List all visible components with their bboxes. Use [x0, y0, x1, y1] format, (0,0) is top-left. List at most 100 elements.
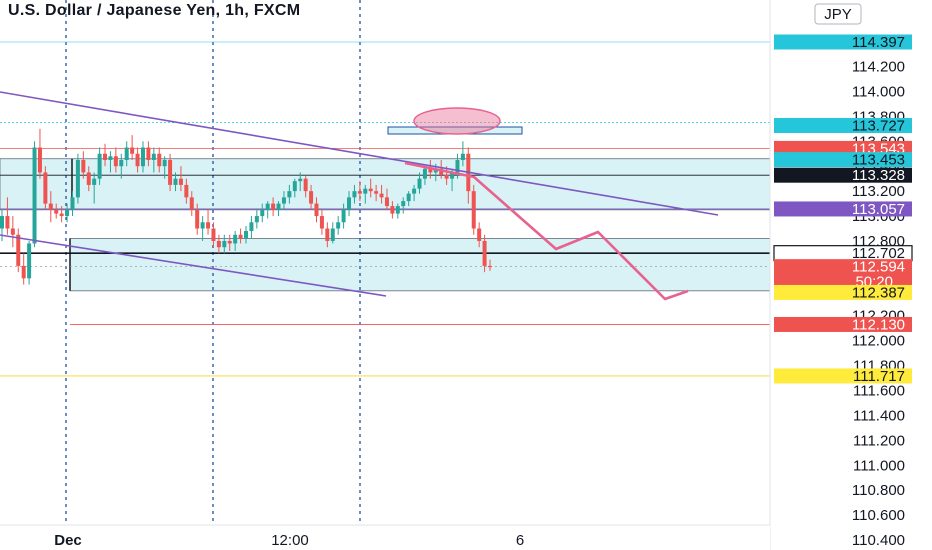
- candle-body: [395, 206, 400, 214]
- price-tag-bg: [774, 259, 912, 290]
- candle-body: [5, 216, 10, 229]
- price-tag: 113.328: [774, 167, 912, 184]
- candle: [200, 216, 205, 241]
- currency-button-label[interactable]: JPY: [824, 6, 852, 23]
- top-highlight-ellipse: [413, 107, 501, 135]
- candle: [124, 141, 129, 167]
- candle-body: [124, 147, 129, 160]
- candle: [401, 197, 406, 214]
- candle: [222, 234, 227, 254]
- price-tag-label: 112.130: [852, 316, 905, 333]
- candle-body: [444, 174, 449, 179]
- candle-body: [16, 234, 21, 266]
- candle: [482, 234, 487, 273]
- price-tick-label: 111.200: [853, 432, 905, 449]
- candle: [341, 203, 346, 229]
- price-tag-label: 114.397: [852, 34, 905, 51]
- candle: [314, 197, 319, 223]
- candle-body: [390, 206, 395, 214]
- candle: [287, 184, 292, 204]
- candle: [135, 147, 140, 173]
- candle-body: [281, 197, 286, 204]
- candle-body: [32, 147, 37, 244]
- currency-button-bg[interactable]: [814, 3, 862, 25]
- currency-button[interactable]: JPY: [814, 3, 862, 25]
- candle-body: [140, 147, 145, 167]
- candle: [108, 151, 113, 173]
- candle-body: [287, 191, 292, 198]
- price-tag-bg: [774, 368, 912, 384]
- candle: [330, 222, 335, 244]
- candle-body: [303, 178, 308, 192]
- price-tick-label: 111.400: [853, 407, 905, 424]
- candle: [48, 191, 53, 223]
- candle-body: [27, 243, 32, 279]
- candle-body: [422, 168, 427, 179]
- time-tick-label: 6: [516, 532, 524, 549]
- candle: [309, 184, 314, 210]
- candle: [168, 153, 173, 192]
- candle-body: [119, 159, 124, 167]
- candle-body: [216, 240, 221, 248]
- candle-body: [168, 159, 173, 185]
- candle-body: [173, 178, 178, 185]
- price-tag-bg: [774, 117, 912, 133]
- candle-body: [238, 234, 243, 239]
- price-tag: 112.387: [774, 284, 912, 301]
- candle: [352, 184, 357, 204]
- candle-body: [254, 216, 259, 223]
- candle-body: [178, 178, 183, 185]
- candle-body: [482, 240, 487, 266]
- candle-body: [309, 191, 314, 204]
- candle: [32, 141, 37, 248]
- price-tick-label: 110.600: [852, 507, 905, 524]
- price-tick-label: 110.400: [852, 532, 905, 549]
- candle: [347, 191, 352, 217]
- candle: [238, 228, 243, 244]
- candle: [81, 151, 86, 179]
- candle: [113, 147, 118, 173]
- candle-body: [184, 184, 189, 198]
- candle: [75, 153, 80, 204]
- candle-body: [37, 147, 42, 173]
- candle-body: [249, 222, 254, 232]
- price-tag-bg: [774, 284, 912, 300]
- candle: [184, 178, 189, 204]
- candle-body: [157, 153, 162, 167]
- candle: [422, 166, 427, 185]
- candle: [384, 188, 389, 210]
- candle-body: [460, 153, 465, 160]
- candle-body: [276, 203, 281, 210]
- candle: [92, 172, 97, 204]
- candle: [260, 203, 265, 223]
- candle-body: [336, 222, 341, 229]
- candle: [86, 166, 91, 192]
- candle-body: [330, 228, 335, 241]
- candle: [16, 228, 21, 273]
- candle-body: [146, 147, 151, 160]
- candle-body: [151, 153, 156, 160]
- candle-body: [48, 203, 53, 210]
- candle: [395, 203, 400, 219]
- candle: [27, 240, 32, 285]
- price-tick-label: 111.600: [853, 383, 905, 400]
- candle-body: [352, 191, 357, 198]
- candle: [162, 156, 167, 179]
- candle-body: [363, 188, 368, 194]
- candle-body: [379, 193, 384, 198]
- candle-body: [206, 222, 211, 229]
- candle-body: [200, 222, 205, 229]
- candle: [157, 147, 162, 173]
- candle: [146, 141, 151, 167]
- lower_zone: [69, 238, 771, 292]
- candle-body: [0, 216, 4, 229]
- candle: [151, 147, 156, 173]
- candle: [103, 143, 108, 167]
- candle-body: [292, 181, 297, 192]
- candle-body: [113, 156, 118, 167]
- candle-body: [92, 178, 97, 185]
- candle: [374, 184, 379, 202]
- candle-body: [233, 234, 238, 244]
- candle: [70, 191, 75, 217]
